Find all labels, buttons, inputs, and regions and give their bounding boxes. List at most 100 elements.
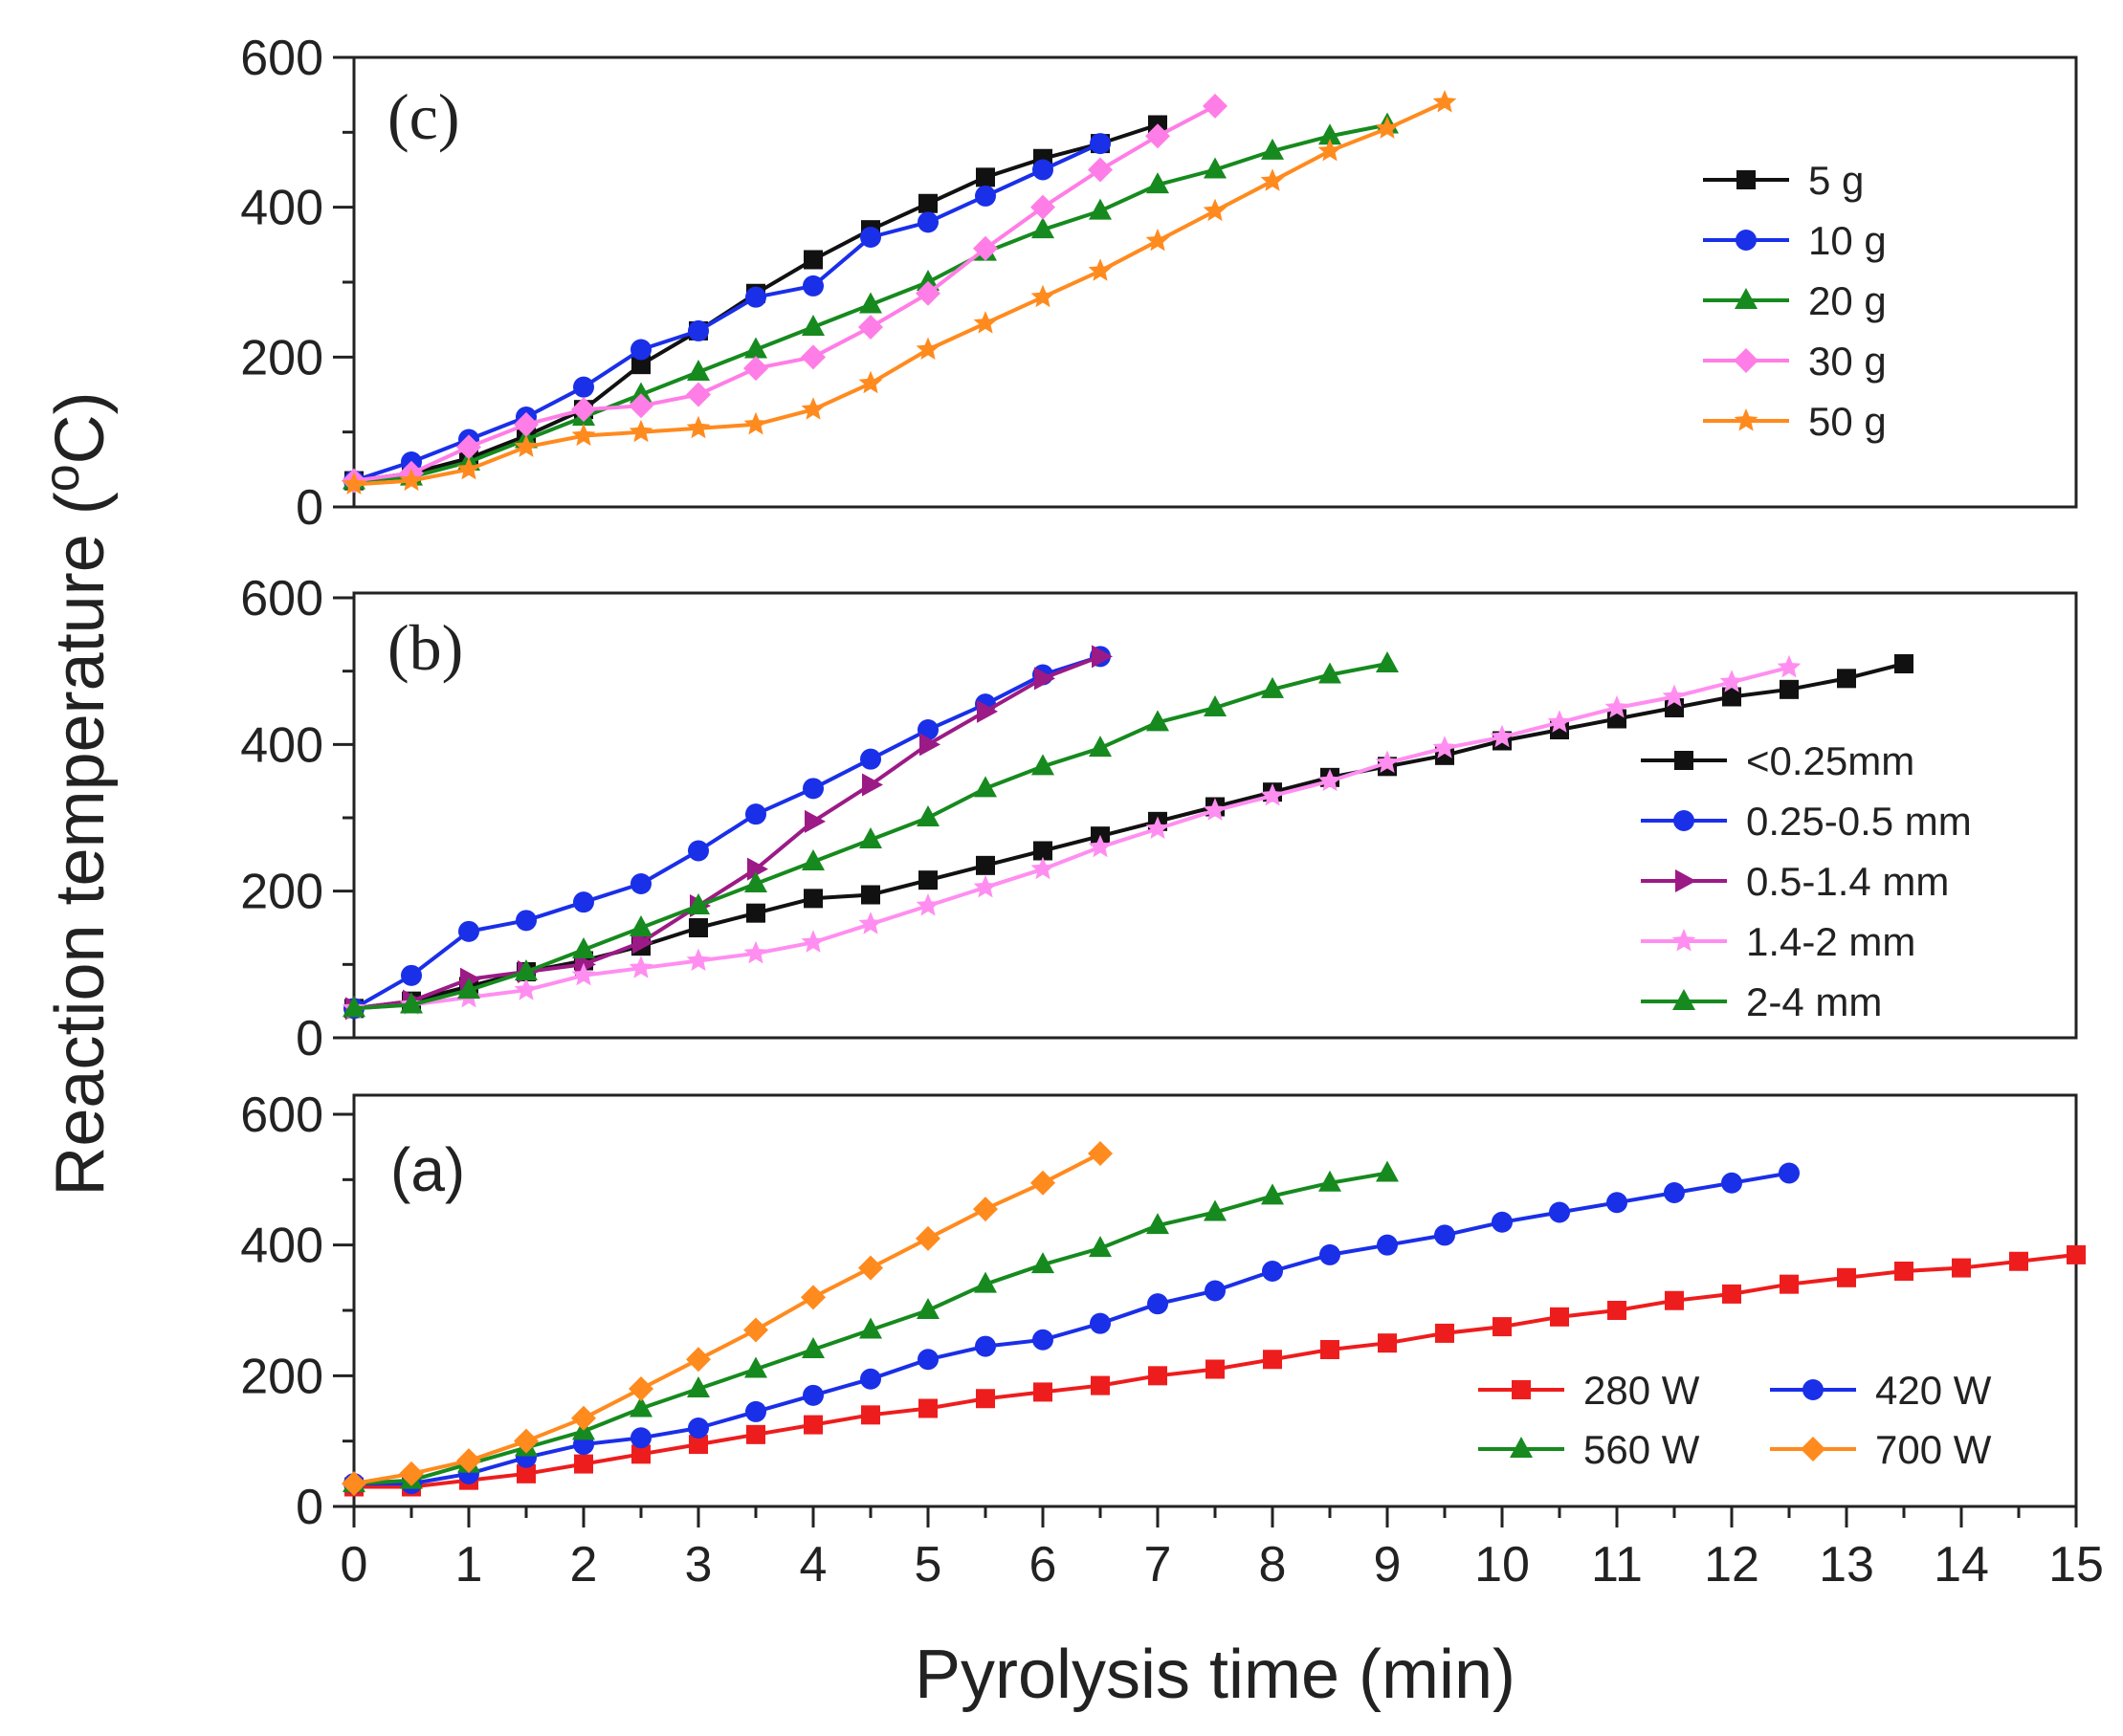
data-point	[1203, 93, 1227, 119]
data-point	[861, 885, 880, 905]
data-point	[629, 393, 653, 419]
data-point	[1837, 669, 1856, 689]
data-point	[743, 1317, 768, 1343]
series-1-4-2-mm	[342, 654, 1802, 1019]
series-line	[353, 100, 1446, 487]
data-point	[801, 397, 826, 420]
data-point	[1032, 1329, 1053, 1351]
data-point	[859, 1317, 882, 1339]
panel-a: 0 200 400 600 (a) 280 W 420 W 560 W 700 W	[240, 1088, 2086, 1535]
data-point	[803, 275, 824, 297]
data-point	[858, 315, 883, 340]
data-point	[1032, 159, 1053, 181]
data-point	[747, 857, 768, 881]
data-point	[400, 992, 423, 1014]
data-point	[1147, 1293, 1168, 1315]
data-point	[1145, 228, 1170, 252]
data-point	[2009, 1251, 2028, 1271]
data-point	[975, 1335, 996, 1357]
data-point	[1318, 662, 1341, 684]
y-tick-label: 600	[240, 31, 323, 86]
legend-label: 20 g	[1808, 278, 1887, 323]
data-point	[689, 1435, 708, 1455]
data-point	[1432, 736, 1457, 758]
data-point	[977, 699, 998, 723]
data-point	[1547, 710, 1572, 733]
data-point	[1091, 1375, 1110, 1395]
data-point	[916, 337, 940, 360]
legend-marker	[1671, 929, 1696, 952]
data-point	[858, 912, 883, 934]
data-point	[1205, 1359, 1225, 1379]
data-point	[687, 893, 710, 914]
legend-marker	[1510, 1437, 1533, 1458]
data-point	[1721, 1172, 1742, 1194]
panel-c: 0 200 400 600 (c) 5 g 10 g 20 g 30 g 50 g	[240, 31, 2078, 536]
data-point	[399, 1461, 424, 1486]
data-point	[861, 1405, 880, 1425]
data-point	[802, 315, 825, 336]
series-700-w	[342, 1141, 1113, 1497]
panel-label: (b)	[387, 611, 463, 684]
data-point	[1607, 1301, 1626, 1320]
data-point	[517, 1463, 536, 1483]
legend-label: 0.25-0.5 mm	[1746, 799, 1972, 844]
data-point	[976, 1389, 995, 1409]
y-tick-label: 0	[296, 1480, 323, 1535]
data-point	[1952, 1258, 1971, 1278]
data-point	[1662, 684, 1687, 707]
y-tick-label: 400	[240, 1219, 323, 1274]
y-axis-title-unit: C)	[42, 391, 119, 464]
series-50-g	[342, 90, 1457, 494]
data-point	[801, 930, 826, 953]
legend-label: 0.5-1.4 mm	[1746, 859, 1949, 904]
data-point	[1837, 1267, 1856, 1287]
x-axis-tick-labels: 0 1 2 3 4 5 6 7 8 9 10 11 12 13 14 15	[341, 1537, 2104, 1593]
data-point	[1088, 834, 1113, 858]
x-tick-label: 3	[685, 1537, 713, 1593]
data-point	[574, 1454, 593, 1474]
data-point	[746, 903, 765, 923]
data-point	[975, 185, 996, 207]
data-point	[1090, 1312, 1111, 1334]
data-point	[1148, 1366, 1167, 1386]
data-point	[1492, 1211, 1513, 1233]
data-point	[1434, 1224, 1455, 1246]
data-point	[687, 360, 710, 381]
panel-label: (c)	[387, 80, 459, 153]
y-tick-label: 200	[240, 1349, 323, 1404]
data-point	[1261, 676, 1284, 698]
legend-marker	[1735, 288, 1758, 309]
x-tick-label: 8	[1259, 1537, 1287, 1593]
data-point	[804, 250, 823, 270]
data-point	[743, 356, 768, 382]
data-point	[1090, 133, 1111, 155]
data-point	[1493, 1317, 1512, 1337]
data-point	[1204, 1199, 1227, 1221]
data-point	[1030, 194, 1055, 220]
data-point	[918, 211, 939, 233]
data-point	[629, 956, 653, 978]
data-point	[744, 871, 767, 892]
data-point	[1894, 1262, 1913, 1281]
data-point	[1665, 1290, 1684, 1310]
x-tick-label: 7	[1144, 1537, 1172, 1593]
x-tick-label: 9	[1374, 1537, 1402, 1593]
data-point	[1030, 284, 1055, 308]
data-point	[514, 411, 539, 437]
data-point	[745, 1400, 766, 1422]
data-point	[630, 1427, 652, 1449]
data-point	[1146, 1213, 1169, 1235]
data-point	[1779, 1162, 1800, 1184]
data-point	[802, 1337, 825, 1358]
x-tick-label: 11	[1591, 1537, 1643, 1593]
series-30-g	[342, 93, 1227, 494]
data-point	[1031, 1252, 1054, 1274]
data-point	[342, 472, 366, 494]
data-point	[1145, 816, 1170, 839]
data-point	[744, 337, 767, 359]
data-point	[1722, 687, 1741, 707]
data-point	[1604, 695, 1629, 718]
data-point	[859, 827, 882, 848]
data-point	[456, 456, 481, 480]
